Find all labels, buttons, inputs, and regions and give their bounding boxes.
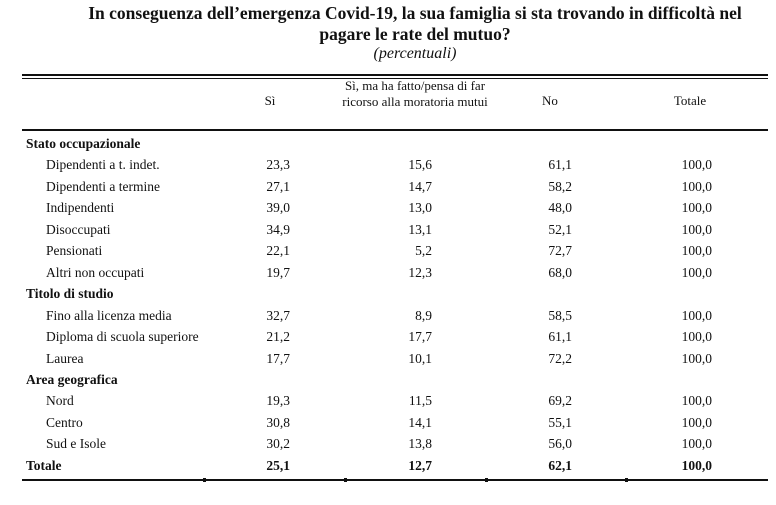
cell-value: 21,2: [266, 329, 290, 345]
column-tick: [203, 478, 206, 482]
cell-value: 100,0: [681, 200, 712, 216]
row-label: Laurea: [46, 350, 84, 366]
table-row: Disoccupati 34,9 13,1 52,1 100,0: [0, 219, 776, 240]
cell-value: 13,8: [408, 436, 432, 452]
cell-value: 39,0: [266, 200, 290, 216]
cell-value: 100,0: [681, 436, 712, 452]
column-header-si: Sì: [264, 93, 276, 108]
table-row: Centro 30,8 14,1 55,1 100,0: [0, 412, 776, 433]
column-tick: [485, 478, 488, 482]
cell-value: 11,5: [408, 393, 432, 409]
row-label: Dipendenti a t. indet.: [46, 157, 160, 173]
column-header-no: No: [542, 93, 558, 108]
cell-value: 27,1: [266, 178, 290, 194]
column-tick: [344, 478, 347, 482]
table-row: Indipendenti 39,0 13,0 48,0 100,0: [0, 197, 776, 218]
cell-value: 30,2: [266, 436, 290, 452]
cell-value: 13,0: [408, 200, 432, 216]
cell-value: 68,0: [548, 264, 572, 280]
cell-value: 12,7: [408, 457, 432, 473]
cell-value: 100,0: [681, 157, 712, 173]
row-label: Totale: [26, 457, 62, 473]
table-row: Altri non occupati 19,7 12,3 68,0 100,0: [0, 262, 776, 283]
table-row: Laurea 17,7 10,1 72,2 100,0: [0, 348, 776, 369]
top-rule: [22, 74, 768, 76]
bottom-rule: [22, 479, 768, 481]
cell-value: 100,0: [681, 243, 712, 259]
row-label: Titolo di studio: [26, 286, 114, 302]
cell-value: 52,1: [548, 221, 572, 237]
column-header-totale: Totale: [673, 93, 707, 108]
cell-value: 22,1: [266, 243, 290, 259]
category-row: Titolo di studio: [0, 283, 776, 304]
table-subtitle: (percentuali): [373, 45, 457, 62]
row-label: Stato occupazionale: [26, 136, 141, 151]
table-row: Fino alla licenza media 32,7 8,9 58,5 100,0: [0, 305, 776, 326]
cell-value: 61,1: [548, 157, 572, 173]
cell-value: 19,3: [266, 393, 290, 409]
cell-value: 5,2: [415, 243, 432, 259]
table-row: Dipendenti a termine 27,1 14,7 58,2 100,0: [0, 176, 776, 197]
table-title-line-2: pagare le rate del mutuo?: [319, 24, 511, 44]
category-row: Area geografica: [0, 369, 776, 390]
cell-value: 10,1: [408, 350, 432, 366]
row-label: Indipendenti: [46, 200, 115, 216]
cell-value: 100,0: [681, 264, 712, 280]
row-label: Pensionati: [46, 243, 103, 259]
row-label: Fino alla licenza media: [46, 307, 172, 323]
cell-value: 14,7: [408, 178, 432, 194]
cell-value: 100,0: [681, 178, 712, 194]
cell-value: 30,8: [266, 414, 290, 430]
cell-value: 58,2: [548, 178, 572, 194]
cell-value: 100,0: [681, 221, 712, 237]
row-label: Dipendenti a termine: [46, 178, 160, 194]
cell-value: 58,5: [548, 307, 572, 323]
row-label: Sud e Isole: [46, 436, 106, 452]
cell-value: 17,7: [266, 350, 290, 366]
row-label: Area geografica: [26, 371, 118, 387]
column-tick: [625, 478, 628, 482]
table-row: Sud e Isole 30,2 13,8 56,0 100,0: [0, 433, 776, 454]
cell-value: 100,0: [681, 457, 712, 473]
cell-value: 62,1: [548, 457, 572, 473]
cell-value: 13,1: [408, 221, 432, 237]
table-title-line-1: In conseguenza dell’emergenza Covid-19, …: [88, 3, 742, 23]
row-label: Nord: [46, 393, 74, 409]
table-row: Pensionati 22,1 5,2 72,7 100,0: [0, 240, 776, 261]
cell-value: 72,7: [548, 243, 572, 259]
top-rule-inner: [22, 78, 768, 79]
row-label: Disoccupati: [46, 221, 111, 237]
row-label: Centro: [46, 414, 83, 430]
cell-value: 100,0: [681, 350, 712, 366]
header-rule: [22, 129, 768, 131]
cell-value: 72,2: [548, 350, 572, 366]
row-label: Altri non occupati: [46, 264, 145, 280]
cell-value: 23,3: [266, 157, 290, 173]
cell-value: 25,1: [266, 457, 290, 473]
total-row: Totale 25,1 12,7 62,1 100,0: [0, 455, 776, 476]
table-row: Diploma di scuola superiore 21,2 17,7 61,1 1…: [0, 326, 776, 347]
cell-value: 61,1: [548, 329, 572, 345]
cell-value: 69,2: [548, 393, 572, 409]
cell-value: 100,0: [681, 393, 712, 409]
cell-value: 19,7: [266, 264, 290, 280]
cell-value: 15,6: [408, 157, 432, 173]
cell-value: 8,9: [415, 307, 432, 323]
cell-value: 100,0: [681, 329, 712, 345]
cell-value: 12,3: [408, 264, 432, 280]
column-header-moratoria: Sì, ma ha fatto/pensa di far ricorso all…: [342, 78, 488, 109]
cell-value: 32,7: [266, 307, 290, 323]
cell-value: 14,1: [408, 414, 432, 430]
cell-value: 17,7: [408, 329, 432, 345]
cell-value: 56,0: [548, 436, 572, 452]
cell-value: 100,0: [681, 307, 712, 323]
table-row: Dipendenti a t. indet. 23,3 15,6 61,1 100,0: [0, 154, 776, 175]
cell-value: 55,1: [548, 414, 572, 430]
cell-value: 100,0: [681, 414, 712, 430]
row-label: Diploma di scuola superiore: [46, 329, 199, 345]
cell-value: 48,0: [548, 200, 572, 216]
table-row: Nord 19,3 11,5 69,2 100,0: [0, 390, 776, 411]
category-row: Stato occupazionale: [0, 133, 776, 154]
cell-value: 34,9: [266, 221, 290, 237]
